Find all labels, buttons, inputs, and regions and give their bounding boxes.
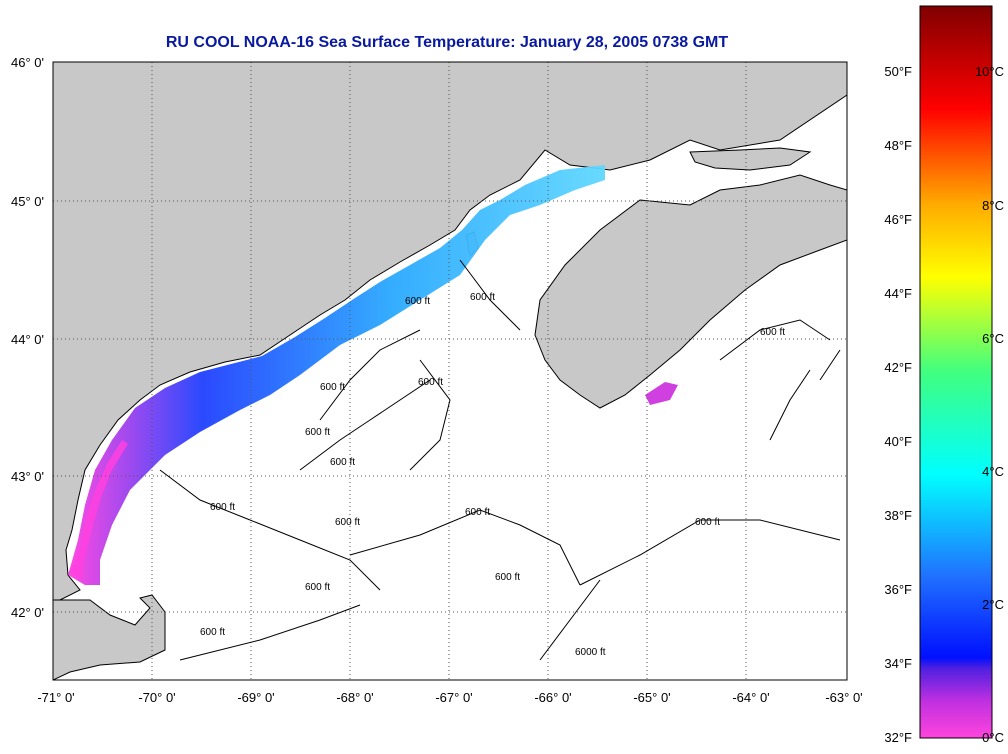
isobath-labels: 600 ft 600 ft 600 ft 600 ft 600 ft 600 f… [200,292,785,658]
isobath-label: 600 ft [330,457,355,468]
fahrenheit-tick-label: 48°F [884,138,912,153]
isobath-label: 6000 ft [575,647,606,658]
fahrenheit-tick-label: 32°F [884,730,912,745]
isobath-label: 600 ft [760,327,785,338]
isobath-contours [159,259,841,661]
isobath-label: 600 ft [335,517,360,528]
fahrenheit-tick-label: 44°F [884,286,912,301]
isobath-label: 600 ft [305,582,330,593]
isobath-label: 600 ft [470,292,495,303]
isobath-label: 600 ft [200,627,225,638]
lat-axis: 46° 0' 45° 0' 44° 0' 43° 0' 42° 0' [11,55,44,620]
celsius-tick-label: 4°C [982,464,1004,479]
lat-tick-label: 46° 0' [11,55,44,70]
lat-tick-label: 42° 0' [11,605,44,620]
lon-tick-label: -70° 0' [138,690,175,705]
celsius-tick-label: 6°C [982,331,1004,346]
sst-cold-edge [70,440,128,580]
lon-tick-label: -68° 0' [336,690,373,705]
fahrenheit-tick-label: 46°F [884,212,912,227]
lon-tick-label: -64° 0' [732,690,769,705]
colorbar-celsius-labels: 10°C 8°C 6°C 4°C 2°C 0°C [975,64,1004,745]
fahrenheit-tick-label: 40°F [884,434,912,449]
fahrenheit-tick-label: 36°F [884,582,912,597]
colorbar [919,5,993,739]
isobath-label: 600 ft [305,427,330,438]
celsius-tick-label: 8°C [982,198,1004,213]
isobath-label: 600 ft [405,296,430,307]
map-panel: 600 ft 600 ft 600 ft 600 ft 600 ft 600 f… [53,62,847,680]
lon-tick-label: -69° 0' [237,690,274,705]
celsius-tick-label: 10°C [975,64,1004,79]
isobath-label: 600 ft [210,502,235,513]
land-nova-scotia [534,174,847,409]
lat-lon-grid [53,62,847,680]
lon-tick-label: -63° 0' [825,690,862,705]
sst-patch-nova-scotia [645,382,678,405]
fahrenheit-tick-label: 42°F [884,360,912,375]
lon-axis: -71° 0' -70° 0' -69° 0' -68° 0' -67° 0' … [37,690,862,705]
isobath-label: 600 ft [495,572,520,583]
map-title: RU COOL NOAA-16 Sea Surface Temperature:… [166,34,729,51]
lat-tick-label: 44° 0' [11,332,44,347]
fahrenheit-tick-label: 50°F [884,64,912,79]
celsius-tick-label: 0°C [982,730,1004,745]
lat-tick-label: 45° 0' [11,194,44,209]
land-cape-cod [53,594,166,680]
land-pei [689,147,812,171]
isobath-label: 600 ft [320,382,345,393]
isobath-label: 600 ft [418,377,443,388]
lon-tick-label: -65° 0' [633,690,670,705]
fahrenheit-tick-label: 34°F [884,656,912,671]
lat-tick-label: 43° 0' [11,469,44,484]
celsius-tick-label: 2°C [982,597,1004,612]
land-new-england-mainland [53,62,847,601]
lon-tick-label: -71° 0' [37,690,74,705]
colorbar-fahrenheit-labels: 50°F 48°F 46°F 44°F 42°F 40°F 38°F 36°F … [884,64,912,745]
isobath-label: 600 ft [695,517,720,528]
fahrenheit-tick-label: 38°F [884,508,912,523]
lon-tick-label: -66° 0' [534,690,571,705]
isobath-label: 600 ft [465,507,490,518]
map-border [52,61,848,681]
lon-tick-label: -67° 0' [435,690,472,705]
